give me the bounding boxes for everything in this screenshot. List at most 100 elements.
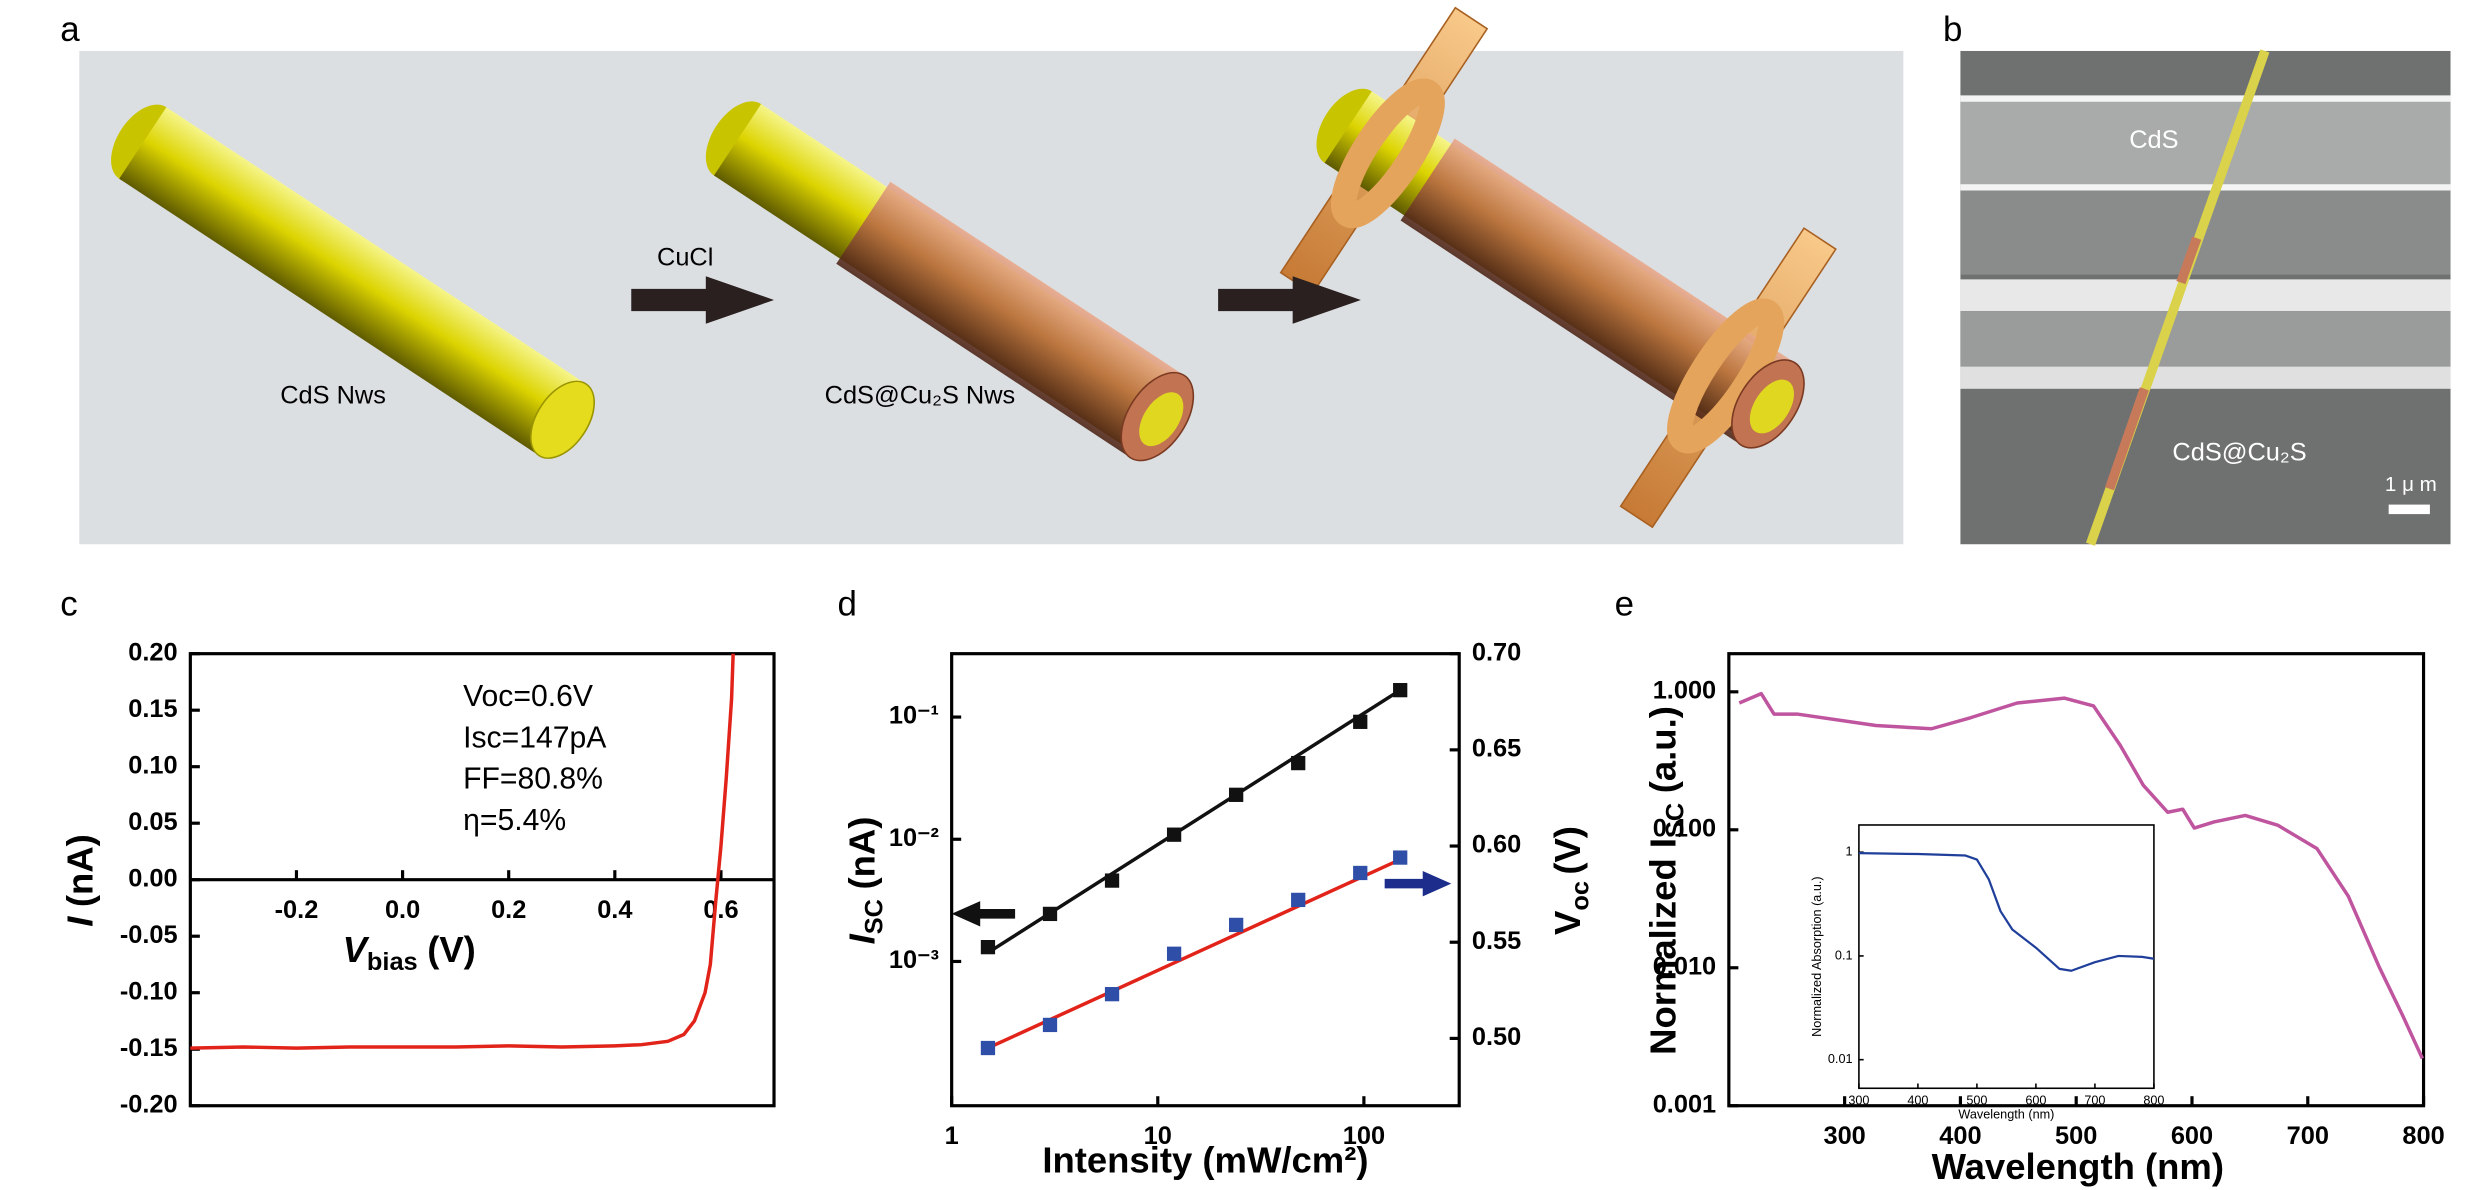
y-axis-label-part: I [841,933,882,944]
y-tick-label: 0.001 [1653,1090,1716,1118]
x-tick-label: 400 [1907,1093,1928,1107]
x-tick-label: 0.6 [703,896,738,924]
data-point [1229,918,1243,932]
y2-axis-label: Voc (V) [1547,826,1594,935]
y-axis-label-part: (nA) [841,817,882,890]
annotation: FF=80.8% [463,763,603,796]
y-axis-label-part: SC [860,899,888,934]
x-tick-label: 500 [1966,1093,1987,1107]
data-line [190,654,733,1048]
y-tick-label: 0.01 [1828,1052,1853,1066]
panel-label: d [837,584,856,623]
x-tick-label: 300 [1823,1122,1865,1150]
arrow-label: CuCl [657,243,713,271]
y2-tick-label: 0.55 [1472,927,1521,955]
panel-label: c [60,584,77,623]
y-tick-label: 1.000 [1653,677,1716,705]
y-tick-label: -0.05 [120,921,178,949]
x-axis-label-part: (V) [427,929,476,970]
rod-label: CdS@Cu₂S Nws [825,381,1016,409]
inset-x-label: Wavelength (nm) [1958,1108,2054,1122]
data-point [1167,947,1181,961]
figure: a CdS Nws CdS@Cu₂S Nws CuCl b CdS CdS@Cu… [0,0,2487,1190]
data-point [1043,1018,1057,1032]
data-point [1291,893,1305,907]
x-tick-label: -0.2 [275,896,319,924]
x-axis-label: Wavelength (nm) [1932,1146,2224,1187]
data-point [1043,907,1057,921]
y-axis-label-part: SC [1661,803,1689,838]
plot-frame [952,654,1460,1106]
x-tick-label: 700 [2084,1093,2105,1107]
y-tick-label: 0.10 [128,751,177,779]
y-axis-label-part: (nA) [59,834,100,907]
y-tick-label: 10⁻² [889,824,939,852]
x-tick-label: 800 [2143,1093,2164,1107]
data-point [981,1041,995,1055]
y2-tick-label: 0.50 [1472,1023,1521,1051]
x-tick-label: 0.4 [597,896,632,924]
panel-label: e [1615,584,1634,623]
axis-arrow [952,901,1015,926]
annotation: Isc=147pA [463,721,607,754]
y-tick-label: -0.10 [120,977,178,1005]
data-point [1393,683,1407,697]
y2-axis-label-part: V [1547,910,1588,935]
sem-electrode [1960,99,2450,188]
panel-label: a [60,10,80,49]
x-tick-label: 700 [2287,1122,2329,1150]
y2-tick-label: 0.60 [1472,831,1521,859]
y-tick-label: 0.20 [128,638,177,666]
sem-electrode [1960,367,2450,389]
rod-label: CdS Nws [280,381,386,409]
data-point [1229,788,1243,802]
y-axis-label: Normalized ISC (a.u.) [1642,706,1689,1055]
x-tick-label: 1 [945,1122,959,1150]
y-tick-label: 0.15 [128,695,177,723]
y-axis-label-part: Normalized I [1642,838,1683,1055]
y-axis-label-part: (a.u.) [1642,706,1683,793]
x-tick-label: 0.2 [491,896,526,924]
y-tick-label: 1 [1845,845,1852,859]
x-axis-label: Vbias(V) [343,929,476,976]
sem-label: CdS [2129,126,2178,154]
y-tick-label: 10⁻³ [889,946,939,974]
y-axis-label: ISC (nA) [841,817,888,945]
annotation: η=5.4% [463,804,566,837]
y-tick-label: 10⁻¹ [889,702,939,730]
sem-label: CdS@Cu₂S [2172,439,2306,467]
data-point [1353,715,1367,729]
y-tick-label: 0.00 [128,864,177,892]
scale-bar [2389,505,2430,515]
data-point [1105,873,1119,887]
y-tick-label: -0.20 [120,1090,178,1118]
x-axis-label: Intensity (mW/cm²) [1042,1139,1368,1180]
sem-region [1960,311,2450,367]
panel-label: b [1943,10,1962,49]
x-axis-label-part: V [343,929,370,970]
sem-electrode [1960,279,2450,311]
axis-arrow [1385,871,1452,896]
inset-background [1859,825,2154,1088]
y-tick-label: 0.05 [128,808,177,836]
y2-tick-label: 0.65 [1472,735,1521,763]
y2-axis-label-part: oc [1566,881,1594,911]
data-point [981,940,995,954]
x-tick-label: 300 [1848,1093,1869,1107]
data-point [1353,866,1367,880]
inset-y-label: Normalized Absorption (a.u.) [1810,876,1824,1037]
data-point [1167,828,1181,842]
y2-axis-label-part: (V) [1547,826,1588,875]
data-point [1291,756,1305,770]
annotation: Voc=0.6V [463,680,593,713]
y-tick-label: -0.15 [120,1034,178,1062]
scale-bar-label: 1 μ m [2385,473,2437,496]
data-point [1393,850,1407,864]
x-tick-label: 600 [2025,1093,2046,1107]
y-axis-label: I (nA) [59,834,100,927]
x-tick-label: 800 [2402,1122,2444,1150]
data-point [1105,987,1119,1001]
y-axis-label-part: I [59,916,100,927]
page: a CdS Nws CdS@Cu₂S Nws CuCl b CdS CdS@Cu… [0,0,2487,1190]
y-tick-label: 0.1 [1835,948,1853,962]
